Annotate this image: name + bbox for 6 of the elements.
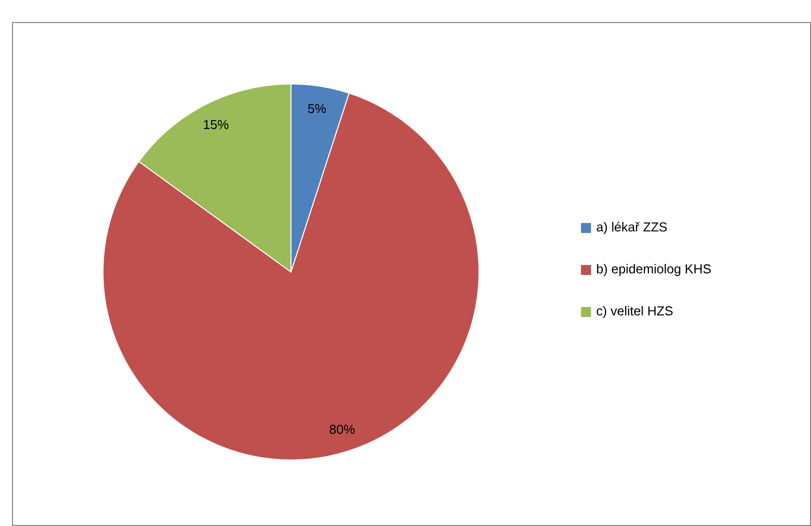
legend-label: b) epidemiolog KHS bbox=[597, 264, 711, 276]
legend-label: c) velitel HZS bbox=[596, 306, 673, 318]
data-label: 80% bbox=[330, 424, 355, 434]
data-label: 5% bbox=[308, 104, 326, 114]
data-label: 15% bbox=[204, 120, 228, 130]
legend-label: a) lékař ZZS bbox=[596, 222, 667, 234]
